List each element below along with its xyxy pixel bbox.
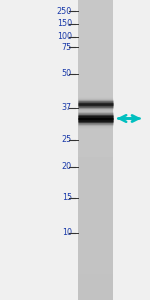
Text: 250: 250: [57, 7, 72, 16]
Text: 75: 75: [62, 43, 72, 52]
Text: 150: 150: [57, 20, 72, 28]
Text: 25: 25: [62, 135, 72, 144]
Text: 37: 37: [62, 103, 72, 112]
Text: 15: 15: [62, 194, 72, 202]
Text: 100: 100: [57, 32, 72, 41]
Text: 50: 50: [62, 69, 72, 78]
Text: 10: 10: [62, 228, 72, 237]
Text: 20: 20: [62, 162, 72, 171]
